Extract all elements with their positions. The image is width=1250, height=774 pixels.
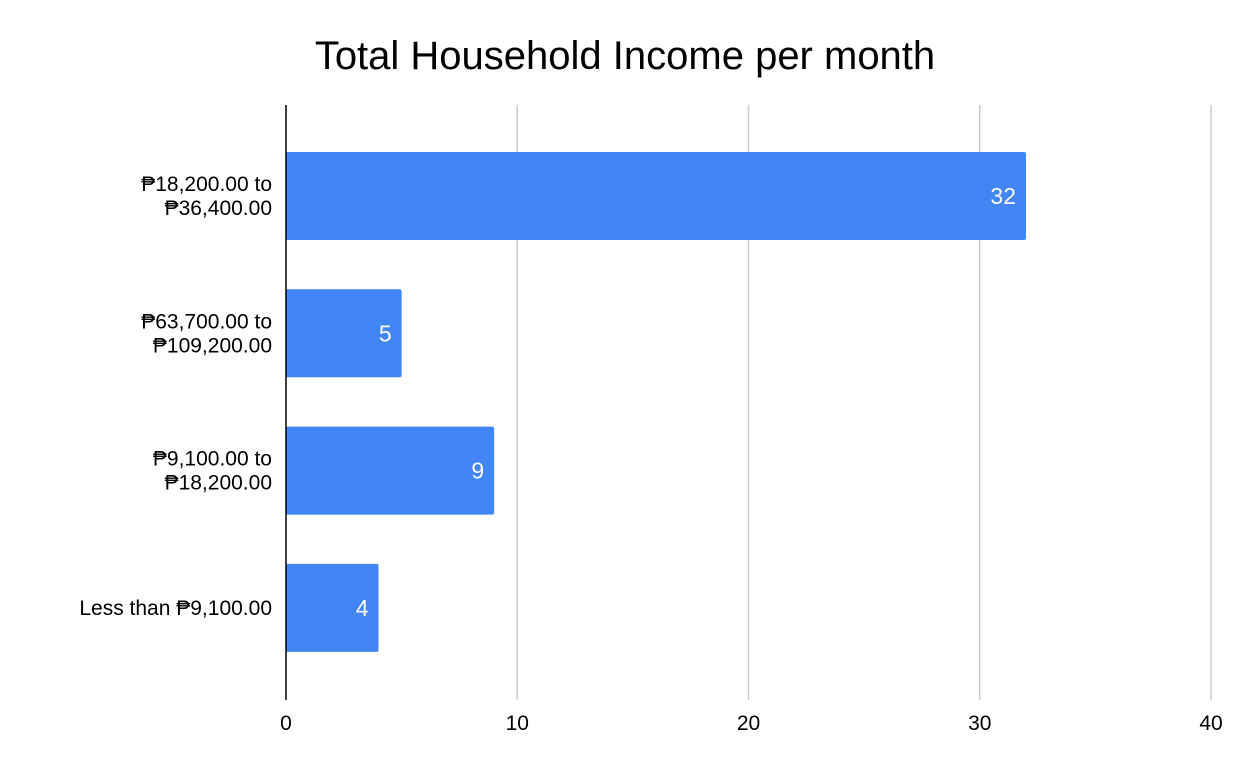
data-label: 9 [471,458,484,484]
data-label: 32 [990,183,1016,209]
x-tick-label: 0 [280,712,292,735]
category-label: ₱36,400.00 [165,197,272,220]
x-tick-label: 40 [1199,712,1222,735]
bar [286,563,379,652]
chart-title: Total Household Income per month [314,34,936,78]
category-label: ₱18,200.00 [165,472,272,495]
x-tick-label: 20 [737,712,760,735]
category-label: ₱18,200.00 to [141,173,272,196]
bar [286,426,495,515]
label-layer: 0 10 20 30 40 32 ₱18,200.00 to₱36,400.00 5 ₱63,7… [79,173,1222,735]
x-tick-label: 30 [968,712,991,735]
bar-layer [286,152,1026,652]
category-label: Less than ₱9,100.00 [79,597,272,620]
data-label: 5 [379,320,392,346]
category-label: ₱9,100.00 to [153,448,272,471]
category-label: ₱63,700.00 to [141,310,272,333]
bar [286,152,1026,240]
data-label: 4 [356,595,369,621]
category-label: ₱109,200.00 [153,334,272,357]
bar [286,289,402,378]
x-tick-label: 10 [506,712,529,735]
